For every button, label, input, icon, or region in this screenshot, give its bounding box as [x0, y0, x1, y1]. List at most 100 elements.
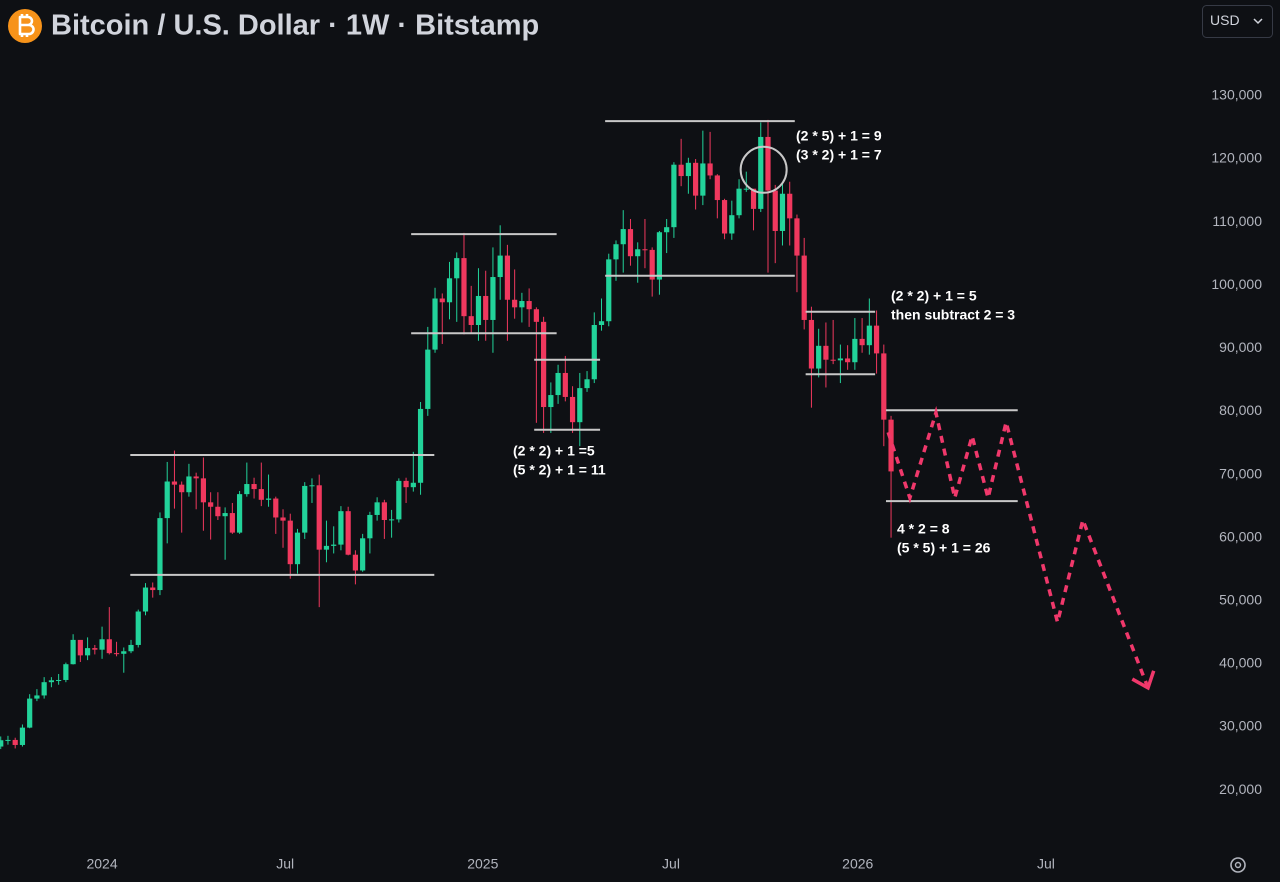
candle-body	[84, 648, 91, 656]
candle-body	[34, 695, 40, 699]
candle-body	[533, 309, 539, 322]
candle-body	[258, 489, 264, 500]
candle-body	[215, 506, 221, 517]
candle-body	[403, 480, 409, 488]
candle-body	[27, 698, 33, 728]
candle-body	[569, 396, 576, 423]
annotation: (5 * 5) + 1 = 26	[897, 540, 991, 556]
candle-body	[331, 544, 337, 546]
candle-body	[425, 349, 431, 409]
candle-body	[852, 338, 858, 363]
y-tick-label: 50,000	[1219, 591, 1262, 607]
candle-body	[873, 325, 880, 354]
candle-body	[265, 498, 272, 500]
projection-path	[886, 405, 1150, 689]
candle-body	[606, 259, 612, 322]
candle-body	[816, 345, 822, 369]
candle-body	[179, 484, 185, 493]
candle-body	[273, 498, 279, 518]
y-tick-label: 70,000	[1219, 465, 1262, 481]
candle-body	[446, 278, 453, 303]
candle-body	[12, 739, 18, 745]
y-tick-label: 80,000	[1219, 402, 1262, 418]
candle-body	[750, 188, 757, 209]
candle-body	[439, 298, 445, 303]
candle-body	[316, 485, 322, 550]
candle-body	[113, 653, 120, 655]
candle-body	[142, 587, 149, 612]
candle-body	[294, 532, 301, 565]
candle-body	[99, 639, 105, 650]
candle-body	[758, 136, 764, 209]
candle-body	[171, 481, 178, 485]
candle-body	[598, 321, 605, 325]
candle-body	[772, 190, 778, 231]
candle-body	[360, 538, 366, 571]
candle-body	[200, 478, 207, 503]
y-tick-label: 110,000	[1212, 213, 1262, 229]
candle-body	[186, 476, 192, 493]
candle-body	[432, 298, 438, 350]
currency-button[interactable]: USD	[1202, 5, 1273, 38]
highlight-circle	[739, 145, 788, 194]
candle-body	[56, 679, 62, 681]
x-tick-label: Jul	[1037, 856, 1055, 872]
y-tick-label: 40,000	[1219, 655, 1262, 671]
candle-body	[388, 519, 395, 521]
candle-body	[374, 502, 380, 515]
candle-body	[468, 316, 474, 325]
candle-body	[671, 164, 677, 228]
currency-label[interactable]: USD	[1210, 12, 1240, 28]
annotation: 4 * 2 = 8	[897, 521, 950, 537]
y-tick-label: 120,000	[1211, 150, 1262, 166]
candle-body	[338, 511, 344, 545]
y-tick-label: 20,000	[1219, 781, 1262, 797]
candle-body	[736, 188, 742, 216]
candle-body	[620, 229, 626, 245]
candle-body	[396, 480, 402, 520]
candle-body	[700, 163, 706, 196]
candle-body	[627, 229, 634, 257]
candle-body	[193, 476, 199, 479]
candle-body	[866, 325, 872, 346]
candle-body	[664, 227, 670, 233]
candle-body	[555, 372, 561, 396]
y-tick-label: 60,000	[1219, 528, 1262, 544]
candle-body	[164, 481, 170, 519]
candle-body	[280, 517, 286, 521]
x-tick-label: Jul	[276, 856, 294, 872]
candle-body	[121, 651, 127, 654]
candle-body	[497, 255, 503, 278]
x-tick-label: 2026	[842, 856, 873, 872]
candle-body	[229, 513, 235, 533]
candle-body	[92, 648, 98, 650]
candle-body	[714, 175, 720, 201]
candle-body	[562, 372, 568, 397]
candle-body	[779, 193, 786, 231]
candle-body	[881, 353, 887, 420]
candle-body	[208, 502, 214, 507]
candle-body	[512, 299, 518, 308]
candle-body	[613, 244, 619, 260]
candle-body	[721, 200, 728, 234]
candle-body	[577, 388, 583, 423]
candle-body	[519, 301, 525, 308]
candle-body	[635, 249, 641, 257]
y-tick-label: 30,000	[1219, 718, 1262, 734]
annotation: (3 * 2) + 1 = 7	[796, 147, 882, 163]
candle-body	[794, 218, 800, 256]
candle-body	[410, 482, 416, 488]
candle-body	[584, 379, 590, 389]
candle-body	[63, 664, 69, 680]
candle-body	[461, 258, 467, 317]
candle-body	[48, 680, 54, 683]
candle-body	[251, 484, 257, 490]
candle-body	[685, 162, 691, 177]
candle-body	[649, 249, 655, 280]
candle-body	[150, 587, 156, 591]
candle-body	[128, 644, 134, 652]
settings-button[interactable]	[1230, 857, 1246, 873]
candle-body	[707, 163, 713, 176]
